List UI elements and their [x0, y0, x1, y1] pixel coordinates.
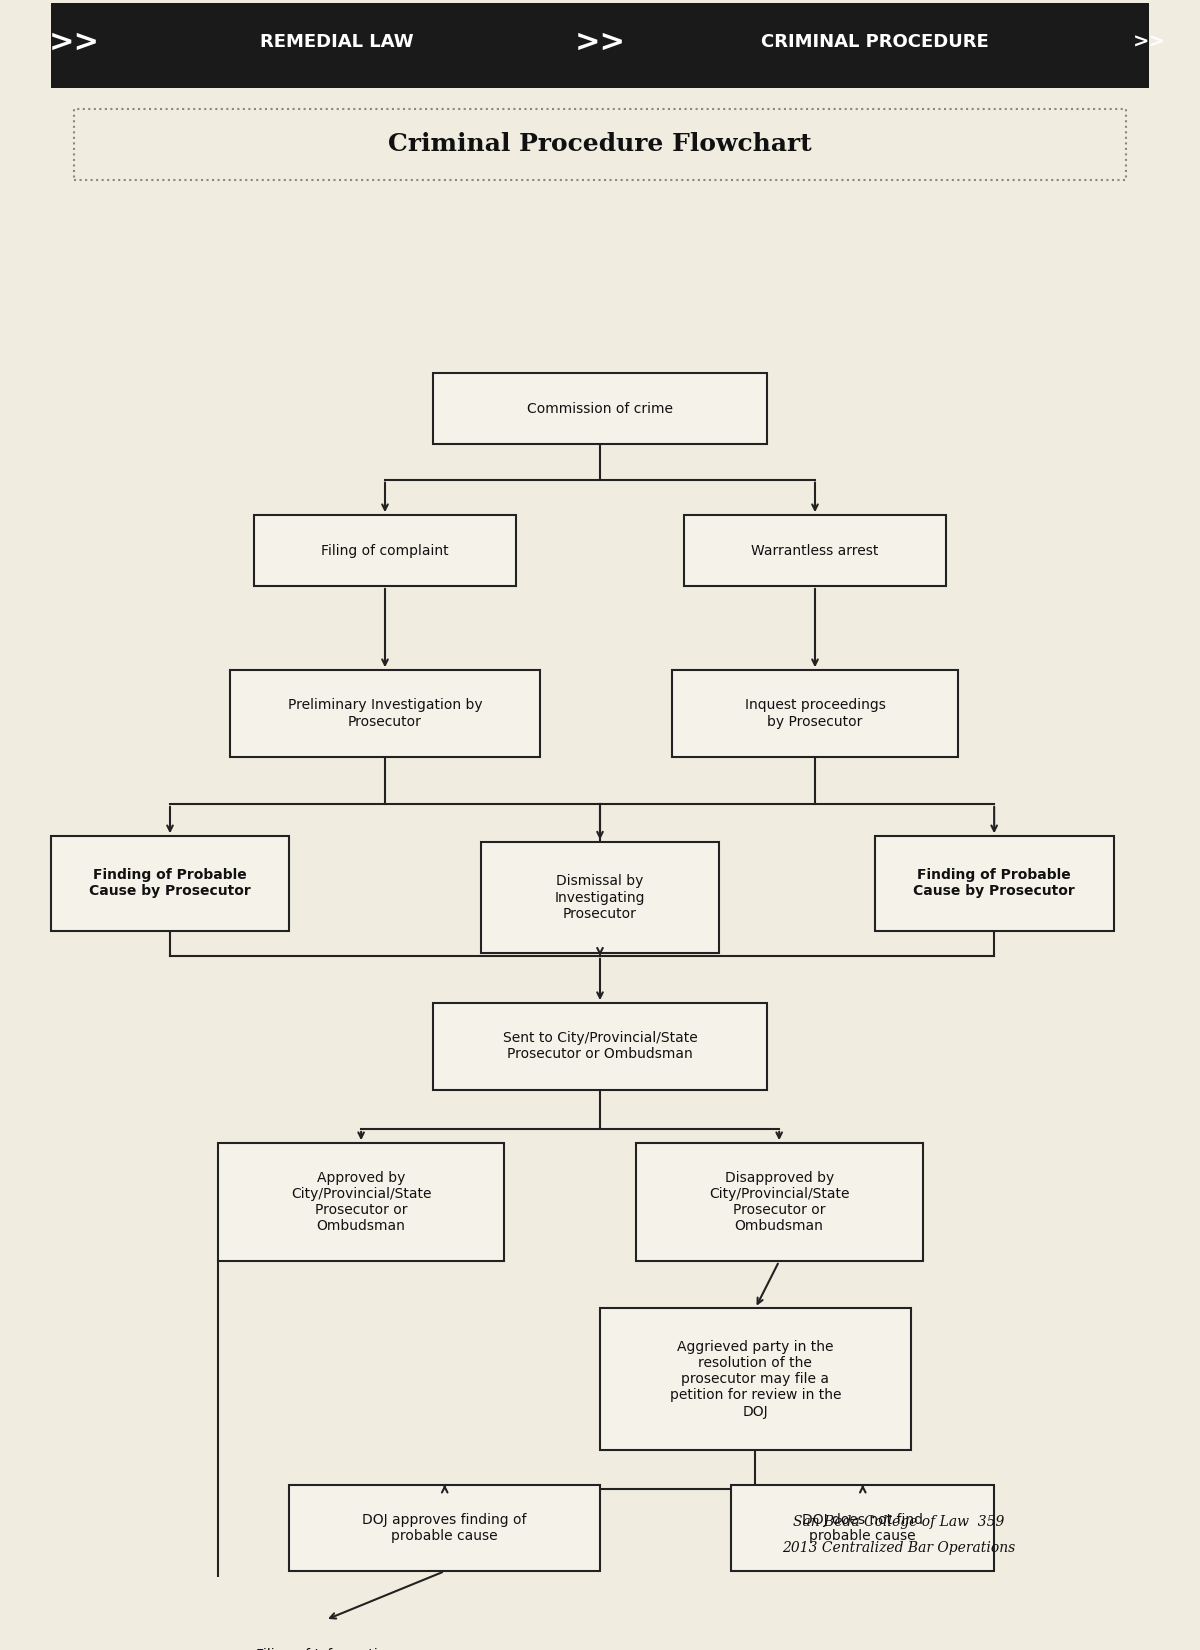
Text: San Beda College of Law  359: San Beda College of Law 359	[793, 1515, 1004, 1528]
FancyBboxPatch shape	[194, 1620, 457, 1650]
FancyBboxPatch shape	[50, 0, 1150, 87]
Text: CRIMINAL PROCEDURE: CRIMINAL PROCEDURE	[761, 33, 989, 51]
Text: DOJ does not find
probable cause: DOJ does not find probable cause	[803, 1513, 923, 1543]
FancyBboxPatch shape	[289, 1485, 600, 1571]
FancyBboxPatch shape	[684, 515, 947, 586]
FancyBboxPatch shape	[50, 837, 289, 931]
Text: Dismissal by
Investigating
Prosecutor: Dismissal by Investigating Prosecutor	[554, 874, 646, 921]
Text: Inquest proceedings
by Prosecutor: Inquest proceedings by Prosecutor	[744, 698, 886, 729]
Text: >>: >>	[575, 28, 625, 56]
Text: REMEDIAL LAW: REMEDIAL LAW	[260, 33, 414, 51]
Text: 2013 Centralized Bar Operations: 2013 Centralized Bar Operations	[782, 1541, 1015, 1556]
FancyBboxPatch shape	[433, 1003, 767, 1089]
Text: >>: >>	[49, 28, 100, 56]
FancyBboxPatch shape	[636, 1143, 923, 1261]
FancyBboxPatch shape	[875, 837, 1114, 931]
FancyBboxPatch shape	[480, 843, 720, 952]
FancyBboxPatch shape	[433, 373, 767, 444]
FancyBboxPatch shape	[672, 670, 959, 757]
Text: Warrantless arrest: Warrantless arrest	[751, 543, 878, 558]
FancyBboxPatch shape	[253, 515, 516, 586]
FancyBboxPatch shape	[731, 1485, 994, 1571]
Text: Aggrieved party in the
resolution of the
prosecutor may file a
petition for revi: Aggrieved party in the resolution of the…	[670, 1340, 841, 1419]
FancyBboxPatch shape	[600, 1308, 911, 1450]
FancyBboxPatch shape	[217, 1143, 504, 1261]
Text: >>: >>	[1133, 33, 1166, 51]
Text: Disapproved by
City/Provincial/State
Prosecutor or
Ombudsman: Disapproved by City/Provincial/State Pro…	[709, 1172, 850, 1234]
Text: DOJ approves finding of
probable cause: DOJ approves finding of probable cause	[362, 1513, 527, 1543]
Text: Finding of Probable
Cause by Prosecutor: Finding of Probable Cause by Prosecutor	[89, 868, 251, 899]
Text: Commission of crime: Commission of crime	[527, 403, 673, 416]
FancyBboxPatch shape	[229, 670, 540, 757]
Text: Sent to City/Provincial/State
Prosecutor or Ombudsman: Sent to City/Provincial/State Prosecutor…	[503, 1031, 697, 1061]
Text: Approved by
City/Provincial/State
Prosecutor or
Ombudsman: Approved by City/Provincial/State Prosec…	[290, 1172, 431, 1234]
Text: Preliminary Investigation by
Prosecutor: Preliminary Investigation by Prosecutor	[288, 698, 482, 729]
Text: Filing of complaint: Filing of complaint	[322, 543, 449, 558]
Text: Criminal Procedure Flowchart: Criminal Procedure Flowchart	[388, 132, 812, 157]
Text: Finding of Probable
Cause by Prosecutor: Finding of Probable Cause by Prosecutor	[913, 868, 1075, 899]
